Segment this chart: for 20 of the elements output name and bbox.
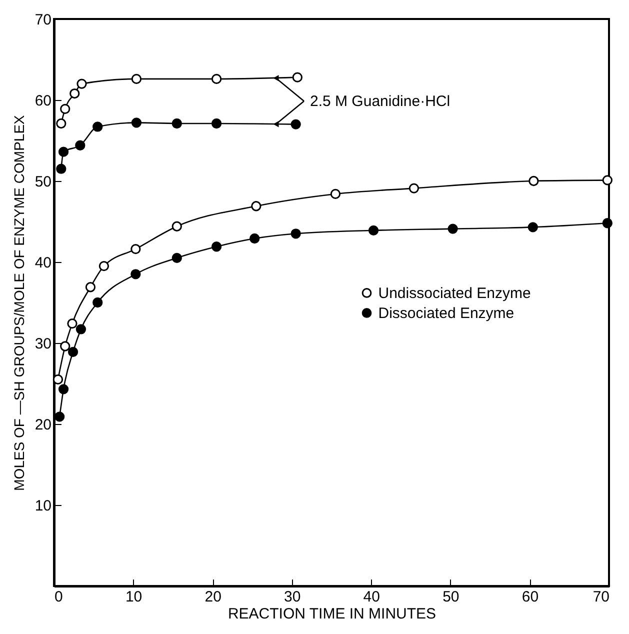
x-tick-label: 10 [125, 588, 142, 606]
y-axis-title: MOLES OF —SH GROUPS/MOLE OF ENZYME COMPLEX [10, 114, 27, 491]
y-tick-label: 30 [34, 336, 52, 352]
x-axis-title: REACTION TIME IN MINUTES [228, 606, 436, 622]
y-tick-label: 20 [34, 416, 52, 434]
y-tick-label: 60 [34, 92, 52, 110]
y-tick-label: 70 [34, 12, 52, 28]
x-tick-label: 70 [592, 588, 610, 606]
y-tick-label: 50 [34, 174, 52, 190]
x-tick-label: 0 [54, 588, 63, 606]
legend-label: Dissociated Enzyme [378, 304, 514, 322]
x-tick-label: 30 [284, 588, 301, 606]
y-tick-label: 40 [34, 254, 52, 272]
x-tick-label: 20 [204, 588, 222, 606]
x-tick-label: 40 [363, 588, 380, 606]
annotation: 2.5 M Guanidine·HCl [310, 93, 450, 110]
x-tick-label: 50 [442, 588, 460, 606]
y-tick-label: 10 [34, 498, 52, 514]
legend-label: Undissociated Enzyme [378, 284, 531, 302]
x-tick-label: 60 [522, 588, 539, 606]
